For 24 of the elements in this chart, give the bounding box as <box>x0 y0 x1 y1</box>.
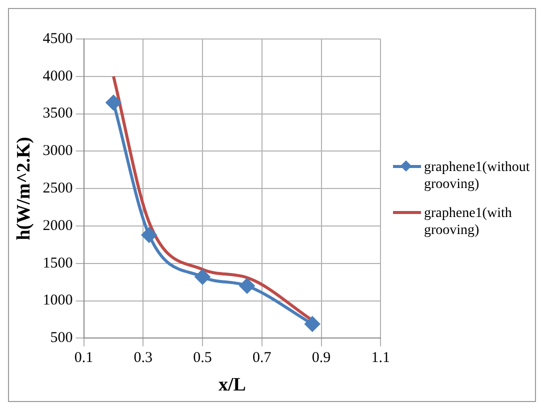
y-tick-label: 4000 <box>42 68 73 84</box>
point <box>142 227 157 242</box>
y-axis-title: h(W/m^2.K) <box>13 136 34 240</box>
x-tick-label: 0.5 <box>193 350 212 366</box>
y-tick-label: 1500 <box>42 255 73 272</box>
y-tick-label: 3000 <box>42 143 73 160</box>
legend-label: graphene1(with grooving) <box>424 205 513 239</box>
x-tick-label: 0.7 <box>252 350 272 366</box>
x-tick-label: 0.1 <box>74 350 94 366</box>
point <box>195 269 210 284</box>
legend-label: graphene1(without grooving) <box>424 159 531 193</box>
x-axis-title: x/L <box>218 374 246 396</box>
y-tick-label: 2500 <box>42 180 73 197</box>
y-tick-label: 500 <box>50 330 73 346</box>
point <box>106 95 121 110</box>
x-tick-label: 1.1 <box>371 350 390 366</box>
x-tick-label: 0.3 <box>134 350 153 366</box>
y-tick-label: 3500 <box>42 106 73 122</box>
x-tick-label: 0.9 <box>312 350 331 366</box>
point <box>304 316 320 332</box>
y-tick-label: 4500 <box>42 30 73 47</box>
point <box>240 278 255 294</box>
y-tick-label: 2000 <box>42 218 73 234</box>
y-tick-label: 1000 <box>42 292 73 309</box>
